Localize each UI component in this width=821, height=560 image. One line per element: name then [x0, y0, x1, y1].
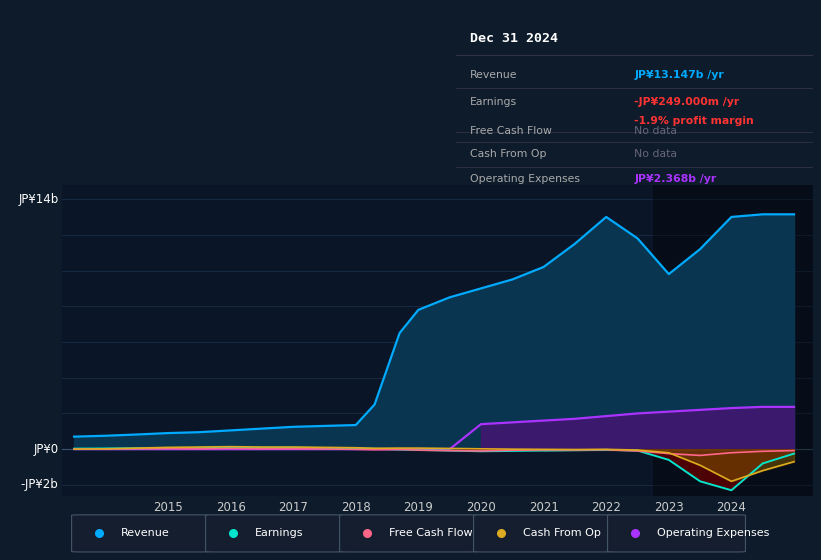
- Text: -JP¥249.000m /yr: -JP¥249.000m /yr: [635, 97, 740, 107]
- Text: Cash From Op: Cash From Op: [470, 149, 547, 159]
- Text: Free Cash Flow: Free Cash Flow: [470, 126, 552, 136]
- FancyBboxPatch shape: [608, 515, 745, 552]
- Bar: [654, 185, 813, 496]
- Text: -1.9% profit margin: -1.9% profit margin: [635, 116, 754, 126]
- Text: Operating Expenses: Operating Expenses: [470, 174, 580, 184]
- FancyBboxPatch shape: [340, 515, 478, 552]
- FancyBboxPatch shape: [205, 515, 343, 552]
- Text: Earnings: Earnings: [255, 529, 304, 538]
- Text: No data: No data: [635, 149, 677, 159]
- Text: Dec 31 2024: Dec 31 2024: [470, 32, 558, 45]
- Text: JP¥2.368b /yr: JP¥2.368b /yr: [635, 174, 717, 184]
- Text: Revenue: Revenue: [470, 70, 517, 80]
- FancyBboxPatch shape: [71, 515, 209, 552]
- Text: Cash From Op: Cash From Op: [523, 529, 601, 538]
- Text: Revenue: Revenue: [122, 529, 170, 538]
- FancyBboxPatch shape: [474, 515, 612, 552]
- Text: Earnings: Earnings: [470, 97, 517, 107]
- Text: Free Cash Flow: Free Cash Flow: [389, 529, 473, 538]
- Text: JP¥14b: JP¥14b: [18, 193, 58, 206]
- Text: JP¥13.147b /yr: JP¥13.147b /yr: [635, 70, 724, 80]
- Text: No data: No data: [635, 126, 677, 136]
- Text: -JP¥2b: -JP¥2b: [21, 478, 58, 491]
- Text: Operating Expenses: Operating Expenses: [657, 529, 769, 538]
- Text: JP¥0: JP¥0: [34, 442, 58, 456]
